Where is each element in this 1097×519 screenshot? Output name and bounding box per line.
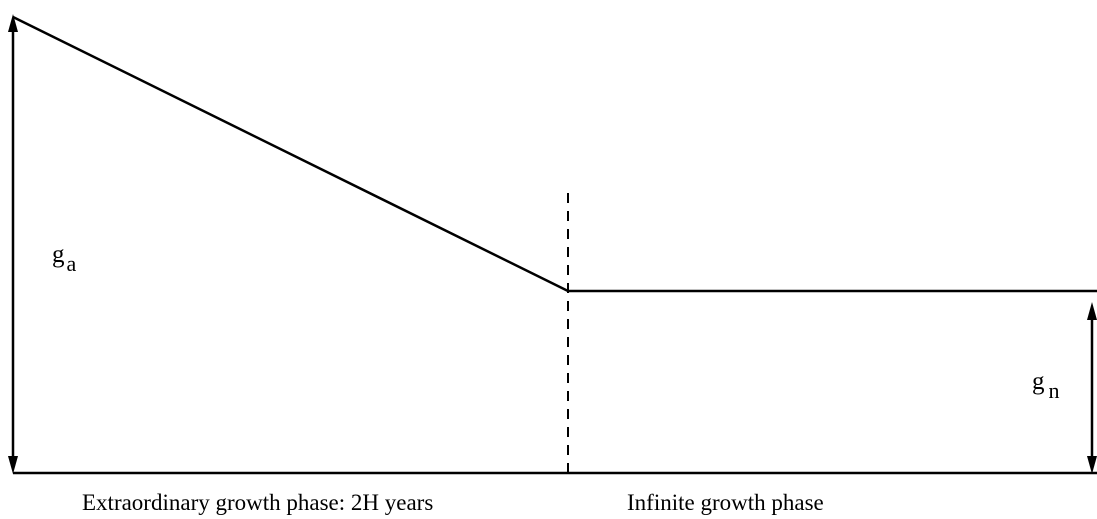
growth-rate-path: [12, 15, 1097, 293]
growth-subscript: a: [67, 251, 77, 276]
growth-label: ga: [52, 241, 77, 276]
growth-symbol: g: [52, 241, 65, 268]
arrow-head: [1087, 456, 1097, 474]
phase-label: Extraordinary growth phase: 2H years: [82, 490, 433, 515]
arrow-head: [8, 456, 18, 474]
phase-label: Infinite growth phase: [627, 490, 824, 515]
arrow-head: [8, 14, 18, 32]
growth-subscript: n: [1049, 378, 1060, 403]
arrow-head: [1087, 302, 1097, 320]
growth-symbol: g: [1032, 368, 1045, 395]
